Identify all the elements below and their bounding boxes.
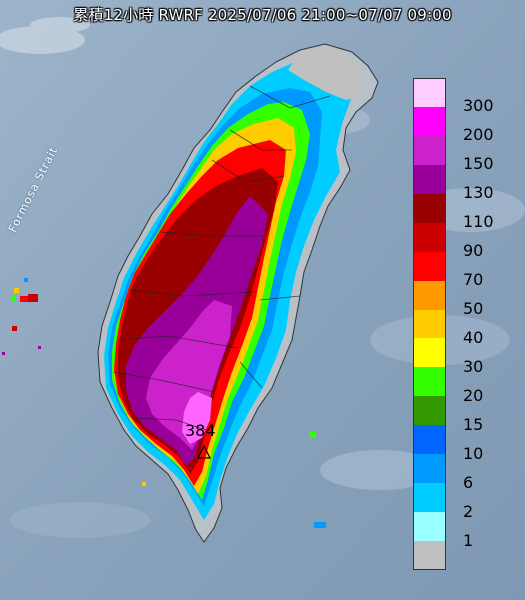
legend-row: 2 [413,483,520,521]
legend-swatch [413,193,446,223]
legend-swatch [413,541,446,570]
legend-row: 110 [413,193,520,231]
legend-swatch [413,367,446,397]
offshore-echoes [2,278,326,528]
legend-swatch [413,164,446,194]
legend-row: 1 [413,512,520,550]
color-legend: 300 200 150 130 110 90 70 50 40 30 20 15 10 6 2 1 [413,78,520,570]
legend-row: 70 [413,251,520,289]
legend-row: 200 [413,106,520,144]
map-title: 累積12小時 RWRF 2025/07/06 21:00~07/07 09:00 [73,6,452,24]
legend-swatch [413,135,446,165]
legend-swatch [413,512,446,542]
county-boundaries [113,85,331,431]
legend-label: 10 [463,443,484,463]
legend-label: 20 [463,385,484,405]
max-rainfall-marker-icon [197,444,211,459]
legend-row: 10 [413,425,520,463]
legend-label: 200 [463,125,494,145]
legend-label: 1 [463,530,474,550]
legend-swatch [413,106,446,136]
legend-row: 20 [413,367,520,405]
legend-swatch [413,338,446,368]
rain-band-pink [182,392,212,444]
legend-label: 300 [463,96,494,116]
legend-row: 6 [413,454,520,492]
legend-row: 300 [413,78,520,115]
legend-label: 70 [463,270,484,290]
legend-label: 50 [463,299,484,319]
legend-swatch [413,425,446,455]
legend-swatch [413,309,446,339]
legend-label: 15 [463,414,484,434]
legend-label: 2 [463,501,474,521]
legend-label: 150 [463,154,494,174]
legend-row: 90 [413,222,520,260]
legend-swatch [413,280,446,310]
legend-label: 6 [463,472,474,492]
legend-label: 30 [463,356,484,376]
legend-swatch [413,251,446,281]
legend-label: 130 [463,183,494,203]
legend-label: 40 [463,327,484,347]
legend-row: 15 [413,396,520,434]
legend-swatch [413,454,446,484]
legend-swatch [413,78,446,107]
legend-label: 90 [463,241,484,261]
legend-row: 50 [413,280,520,318]
legend-swatch [413,222,446,252]
rain-band-magenta [146,300,232,450]
legend-row: 40 [413,309,520,347]
legend-swatch [413,396,446,426]
rain-band-northeast-grey [288,48,366,100]
legend-row [413,541,520,570]
max-rainfall-value: 384 [185,421,216,440]
legend-swatch [413,483,446,513]
legend-row: 150 [413,135,520,173]
legend-row: 30 [413,338,520,376]
legend-label: 110 [463,212,494,232]
legend-row: 130 [413,164,520,202]
